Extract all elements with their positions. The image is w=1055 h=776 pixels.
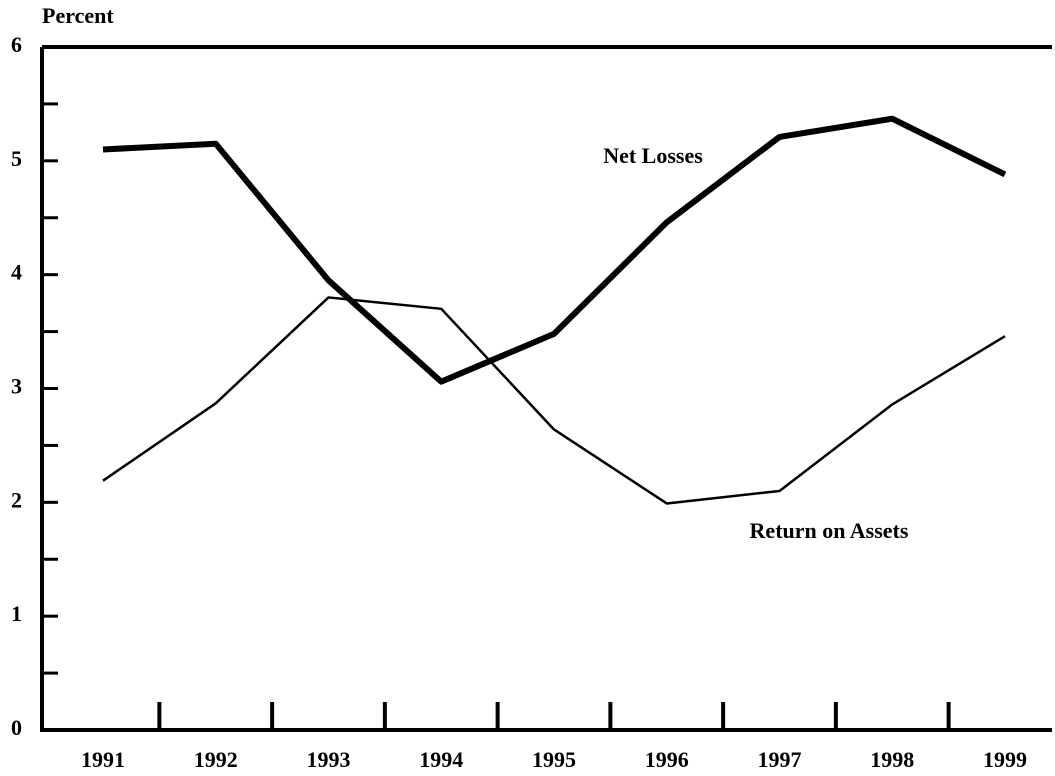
x-tick-label: 1995 bbox=[532, 747, 576, 772]
y-tick-label: 5 bbox=[11, 146, 22, 171]
plot-frame bbox=[40, 45, 1052, 732]
y-tick-label: 3 bbox=[11, 374, 22, 399]
series-line bbox=[102, 296, 1006, 505]
y-tick-label: 0 bbox=[11, 715, 22, 740]
series-label: Return on Assets bbox=[750, 518, 909, 543]
y-tick-label: 1 bbox=[11, 601, 22, 626]
series-label: Net Losses bbox=[603, 143, 703, 168]
y-tick-label: 2 bbox=[11, 487, 22, 512]
y-tick-label: 4 bbox=[11, 260, 22, 285]
x-tick-label: 1993 bbox=[307, 747, 351, 772]
series-line bbox=[102, 115, 1007, 385]
x-tick-label: 1998 bbox=[870, 747, 914, 772]
y-tick-label: 6 bbox=[11, 32, 22, 57]
x-tick-label: 1991 bbox=[81, 747, 125, 772]
x-tick-label: 1997 bbox=[758, 747, 802, 772]
y-axis-label: Percent bbox=[42, 3, 114, 28]
x-tick-label: 1996 bbox=[645, 747, 689, 772]
x-tick-label: 1999 bbox=[983, 747, 1027, 772]
x-tick-label: 1994 bbox=[419, 747, 463, 772]
x-tick-label: 1992 bbox=[194, 747, 238, 772]
